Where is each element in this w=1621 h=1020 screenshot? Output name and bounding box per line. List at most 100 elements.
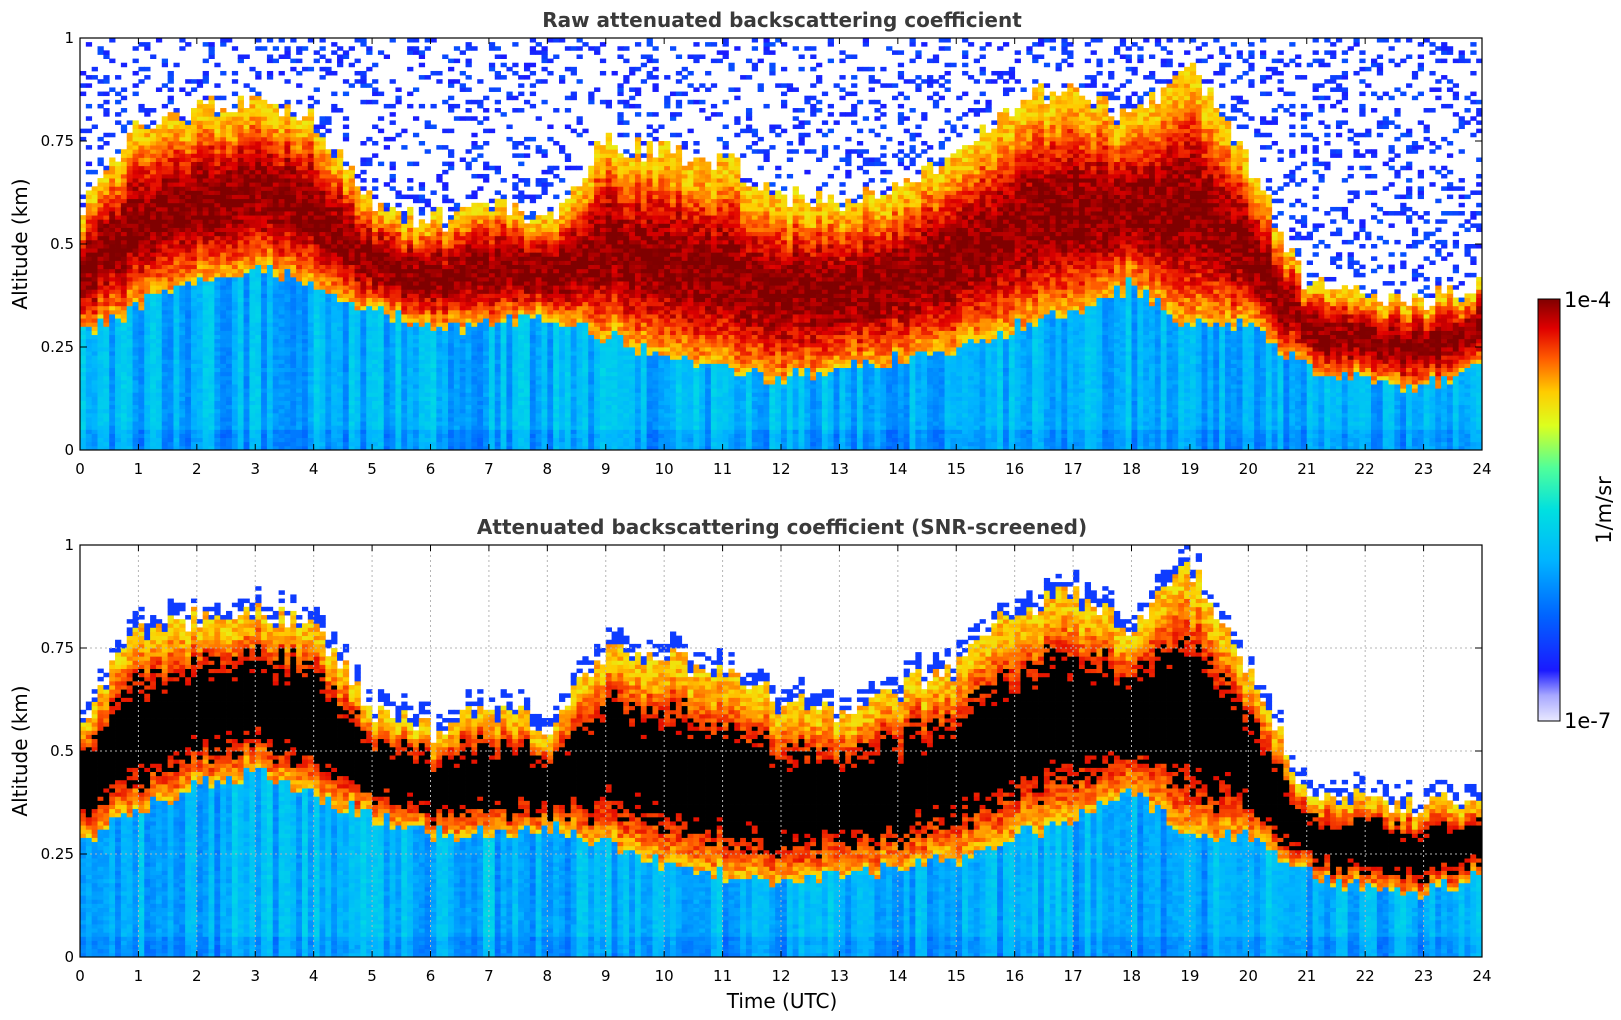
heatmap-cell <box>208 244 215 249</box>
heatmap-cell <box>272 375 280 381</box>
heatmap-cell <box>237 425 244 430</box>
heatmap-cell <box>109 235 116 241</box>
heatmap-cell <box>313 252 320 257</box>
heatmap-cell <box>80 239 87 245</box>
heatmap-cell <box>208 219 215 224</box>
heatmap-cell <box>296 281 303 286</box>
heatmap-cell <box>237 392 244 397</box>
heatmap-cell <box>261 256 268 261</box>
heatmap-cell <box>266 338 274 344</box>
heatmap-cell <box>395 388 402 393</box>
heatmap-cell <box>296 384 303 389</box>
heatmap-cell <box>395 289 402 294</box>
heatmap-cell <box>249 429 256 434</box>
heatmap-cell <box>179 38 186 43</box>
heatmap-cell <box>395 396 402 401</box>
heatmap-cell <box>436 359 443 364</box>
heatmap-cell <box>231 408 239 414</box>
heatmap-cell <box>208 322 215 327</box>
heatmap-cell <box>173 359 180 364</box>
heatmap-cell <box>372 301 379 307</box>
heatmap-cell <box>155 252 163 257</box>
heatmap-cell <box>208 412 215 418</box>
heatmap-cell <box>313 231 320 237</box>
heatmap-cell <box>196 363 204 368</box>
heatmap-cell <box>231 314 239 319</box>
heatmap-cell <box>313 351 320 356</box>
heatmap-cell <box>179 396 186 401</box>
heatmap-cell <box>325 375 332 381</box>
heatmap-cell <box>412 268 420 274</box>
heatmap-cell <box>354 379 361 385</box>
heatmap-cell <box>155 379 163 385</box>
heatmap-cell <box>208 157 215 162</box>
heatmap-cell <box>436 235 443 241</box>
heatmap-cell <box>377 379 385 385</box>
heatmap-cell <box>377 375 385 381</box>
heatmap-cell <box>173 285 180 290</box>
heatmap-cell <box>418 326 426 331</box>
heatmap-cell <box>424 309 431 315</box>
heatmap-cell <box>266 445 274 451</box>
heatmap-cell <box>85 367 93 373</box>
heatmap-cell <box>190 264 198 270</box>
heatmap-cell <box>372 260 379 265</box>
heatmap-cell <box>103 281 110 286</box>
heatmap-cell <box>319 219 326 224</box>
heatmap-cell <box>278 260 285 265</box>
heatmap-cell <box>418 421 426 426</box>
heatmap-cell <box>412 235 420 241</box>
heatmap-cell <box>120 334 128 340</box>
heatmap-cell <box>190 178 198 183</box>
heatmap-cell <box>132 433 139 439</box>
heatmap-cell <box>448 276 455 282</box>
heatmap-cell <box>354 367 361 373</box>
heatmap-cell <box>366 309 373 315</box>
heatmap-cell <box>284 173 291 179</box>
heatmap-cell <box>360 272 367 278</box>
heatmap-cell <box>331 149 338 154</box>
heatmap-cell <box>436 289 443 294</box>
heatmap-cell <box>109 161 116 167</box>
heatmap-cell <box>161 62 169 68</box>
panel-raw-heatmap <box>80 38 1483 451</box>
heatmap-cell <box>85 215 93 220</box>
heatmap-cell <box>442 293 449 298</box>
heatmap-cell <box>144 342 151 348</box>
heatmap-cell <box>220 248 227 253</box>
heatmap-cell <box>401 227 408 233</box>
heatmap-cell <box>354 359 361 364</box>
heatmap-cell <box>372 239 379 245</box>
heatmap-cell <box>120 293 128 298</box>
heatmap-cell <box>389 342 396 348</box>
heatmap-cell <box>272 178 280 183</box>
heatmap-cell <box>144 441 151 447</box>
heatmap-cell <box>412 392 420 397</box>
heatmap-cell <box>331 342 338 348</box>
heatmap-cell <box>290 338 297 344</box>
heatmap-cell <box>342 124 350 130</box>
heatmap-cell <box>354 347 361 352</box>
heatmap-cell <box>418 314 426 319</box>
heatmap-cell <box>202 157 209 162</box>
heatmap-cell <box>132 367 139 373</box>
heatmap-cell <box>208 334 215 340</box>
heatmap-cell <box>208 103 215 109</box>
heatmap-cell <box>249 355 256 360</box>
heatmap-cell <box>155 301 163 307</box>
heatmap-cell <box>161 392 169 397</box>
heatmap-cell <box>261 322 268 327</box>
heatmap-cell <box>366 202 373 208</box>
heatmap-cell <box>214 244 221 249</box>
heatmap-cell <box>109 211 116 216</box>
heatmap-cell <box>407 334 414 340</box>
heatmap-cell <box>366 433 373 439</box>
heatmap-cell <box>231 252 239 257</box>
heatmap-cell <box>395 326 402 331</box>
heatmap-cell <box>208 194 215 200</box>
heatmap-cell <box>155 136 163 142</box>
heatmap-cell <box>208 379 215 385</box>
heatmap-cell <box>261 161 268 167</box>
heatmap-cell <box>424 285 431 290</box>
heatmap-cell <box>418 396 426 401</box>
